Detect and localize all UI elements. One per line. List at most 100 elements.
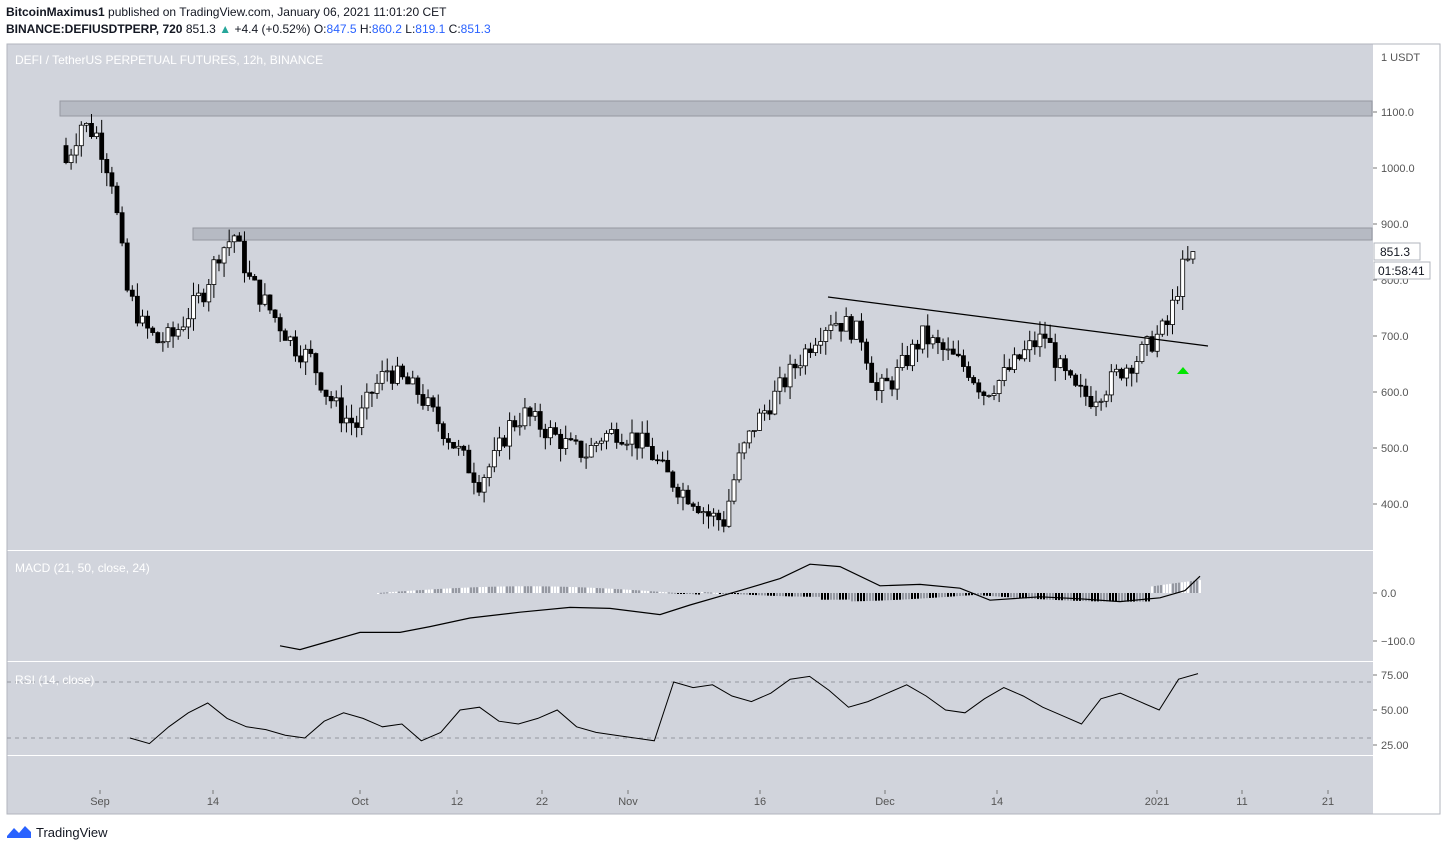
macd-bar [584,587,586,593]
macd-bar [542,586,544,593]
macd-bar [527,586,529,593]
candle-down [512,420,518,428]
candle-up [1139,344,1145,363]
macd-bar [1049,593,1051,600]
candle-down [252,276,258,281]
candle-down [976,382,982,393]
countdown-tag [1373,261,1431,280]
candlestick-series[interactable] [63,113,1196,533]
macd-bar [809,593,811,597]
candle-down [670,471,676,488]
macd-axis[interactable]: 0.0 −100.0 [1373,588,1415,648]
time-axis[interactable]: Sep 14 Oct 12 22 Nov 16 Dec 14 2021 11 21 [90,790,1334,808]
macd-bar [983,593,985,596]
macd-bar [995,593,997,597]
candle-down [904,354,910,367]
rsi-line [129,673,1199,745]
candle-down [1165,320,1170,325]
macd-bar [851,593,853,602]
macd-bar [524,586,526,593]
time-tick-label: Oct [351,796,368,808]
price-axis-unit: 1 USDT [1381,52,1420,64]
macd-bar [392,591,394,593]
candle-down [808,348,813,354]
macd-bar [647,591,649,593]
macd-bar [1097,593,1099,602]
candle-down [553,427,558,435]
macd-bar [470,587,472,593]
rsi-axis[interactable]: 25.00 50.00 75.00 [1373,670,1409,752]
candle-down [236,235,242,242]
resistance-zone-lower[interactable] [192,227,1373,241]
macd-bar [1142,593,1144,602]
footer-brand[interactable]: TradingView [36,824,108,840]
macd-bar [1130,593,1132,602]
macd-bar [767,593,769,596]
macd-bar [566,586,568,593]
macd-bar [671,592,673,594]
macd-bar [617,589,619,593]
macd-bar [872,593,874,601]
macd-bar [830,593,832,600]
macd-bar [692,593,694,595]
candle-up [624,443,630,446]
macd-bar [749,593,751,595]
price-tick-label: 1100.0 [1381,107,1414,119]
publisher-user[interactable]: BitcoinMaximus1 [6,5,105,19]
time-tick-label: Dec [875,796,895,808]
candle-up [736,452,742,481]
candle-down [568,438,574,441]
candle-down [119,212,125,244]
candle-up [563,438,569,449]
macd-bar [1010,593,1012,598]
resistance-zone-upper[interactable] [59,100,1373,117]
candle-up [751,430,757,432]
candle-up [1144,336,1150,345]
candle-down [721,519,727,527]
macd-bar [1007,593,1009,598]
candle-down [1073,374,1079,386]
macd-bar [500,586,502,593]
trendline[interactable] [827,296,1209,347]
candle-down [298,355,303,363]
macd-bar [986,593,988,596]
macd-histogram [377,580,1201,602]
candle-down [889,380,895,390]
macd-bar [467,587,469,593]
macd-bar [1037,593,1039,600]
macd-bar [899,593,901,600]
macd-bar [695,593,697,595]
candle-up [333,397,339,402]
candle-up [491,450,497,468]
candle-up [879,377,885,391]
symbol[interactable]: BINANCE:DEFIUSDTPERP, 720 [6,22,183,36]
candle-down [89,123,94,138]
candle-down [716,512,722,521]
macd-bar [881,593,883,601]
candle-up [221,247,227,264]
candle-down [1088,395,1094,408]
candle-up [680,489,686,498]
open-value: 847.5 [326,22,357,36]
candle-up [1057,358,1063,368]
macd-bar [380,592,382,594]
price-axis[interactable]: 400.0500.0600.0700.0800.0900.01000.01100… [1373,107,1415,511]
candle-down [99,132,105,160]
time-tick-label: Nov [618,796,638,808]
candle-up [344,417,349,424]
macd-bar [857,593,859,602]
candle-up [996,380,1002,395]
candle-down [272,309,278,318]
macd-bar [410,590,412,593]
candle-down [1006,367,1012,370]
macd-bar [953,593,955,597]
candle-down [1042,333,1048,339]
macd-bar [869,593,871,601]
macd-bar [833,593,835,600]
main-pane-bg [7,44,1373,550]
candle-up [1124,367,1130,379]
candle-up [1108,371,1114,396]
macd-bar [674,592,676,594]
macd-bar [404,591,406,593]
